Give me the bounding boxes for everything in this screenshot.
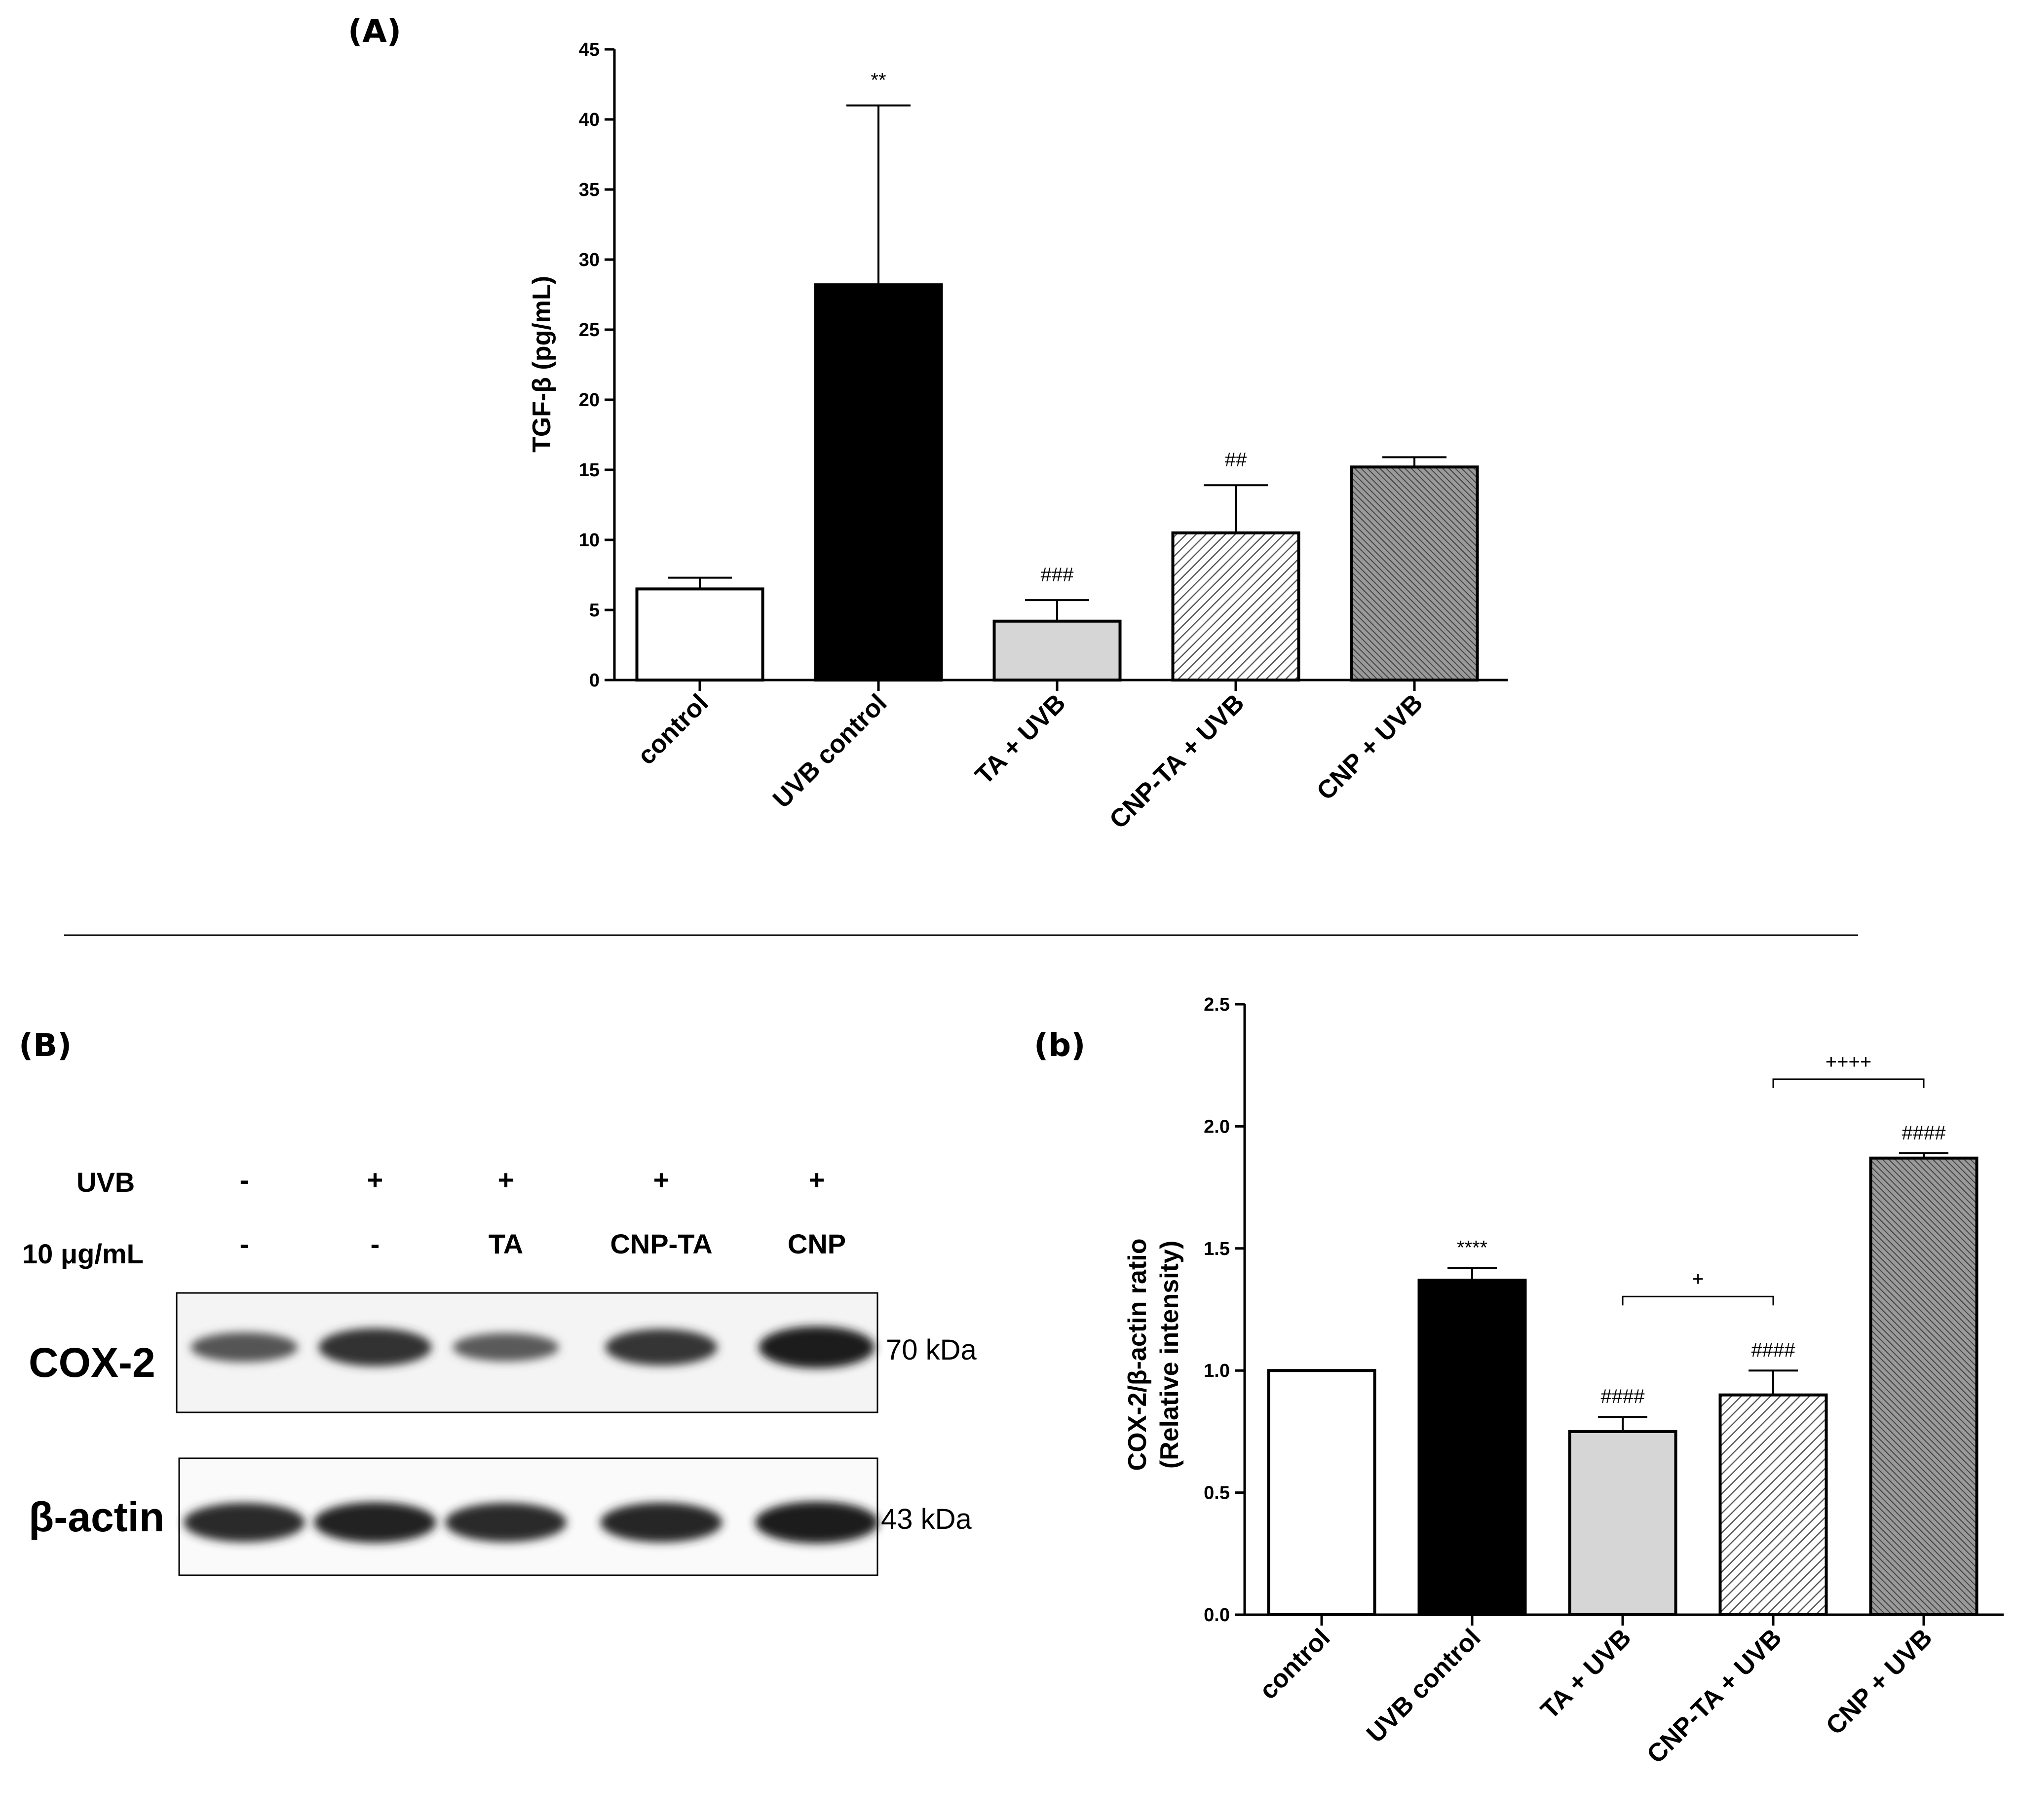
comparison-brackets: +++++ [1622,1051,1925,1306]
y-tick-label: 25 [579,320,600,341]
x-axis-categories: control UVB control TA + UVB CNP-TA + UVB CN… [632,680,1429,834]
cox2-bands [190,1326,875,1368]
y-tick-label: 1.5 [1204,1239,1230,1259]
significance-label: ** [871,70,886,91]
x-category-label: CNP-TA + UVB [1104,688,1250,834]
x-category-label: UVB control [1361,1623,1486,1748]
dose-row-label: 10 μg/mL [22,1238,144,1269]
y-tick-label: 35 [579,180,600,200]
blot-band [184,1503,305,1542]
y-tick-label: 5 [589,600,600,621]
significance-label: **** [1457,1237,1487,1258]
error-bars [1447,1152,1948,1432]
x-category-label: control [1254,1623,1336,1705]
significance-label: ### [1041,564,1074,586]
blot-band [318,1328,432,1366]
dose-lane-value: CNP-TA [610,1228,712,1259]
y-tick-label: 15 [579,460,600,481]
bar-cnp-ta-uvb [1718,1393,1828,1616]
x-category-label: TA + UVB [970,688,1071,790]
x-category-label: CNP + UVB [1311,688,1429,806]
bar-uvb-control [1417,1279,1527,1616]
dose-lane-value: - [240,1228,249,1259]
bracket-label: ++++ [1826,1051,1871,1073]
panel-label-b-blot: (B) [19,1027,72,1064]
blot-band [755,1501,878,1544]
uvb-lane-value: + [498,1164,514,1195]
chart-cox2-ratio: COX-2/β-actin ratio (Relative intensity)… [1123,994,2004,1769]
error-bars [668,104,1446,621]
actin-kda: 43 kDa [881,1503,972,1535]
significance-label: ## [1225,449,1247,471]
dose-lane-value: - [371,1228,380,1259]
y-tick-label: 10 [579,530,600,551]
panel-label-a: (A) [348,13,401,50]
blot-band [445,1503,567,1542]
y-axis-title: TGF-β (pg/mL) [528,276,556,453]
comparison-bracket [1622,1295,1774,1306]
dose-row-values: - - TA CNP-TA CNP [240,1228,846,1259]
y-tick-label: 1.0 [1204,1361,1230,1381]
significance-label: #### [1751,1339,1796,1361]
bars [1267,1156,1979,1617]
bar-cnp-uvb [1869,1156,1979,1617]
blot-band [600,1502,723,1543]
y-tick-label: 0.0 [1204,1605,1230,1626]
bar-control [1267,1369,1376,1616]
x-axis-categories: control UVB control TA + UVB CNP-TA + UVB CN… [1254,1615,1938,1769]
significance-marks: **##### [871,70,1247,586]
western-blot: UVB 10 μg/mL - + + + + - - TA CNP-TA CNP COX-2 β… [22,1164,977,1576]
blot-band [453,1333,559,1362]
significance-label: #### [1902,1122,1946,1144]
dose-lane-value: CNP [788,1228,846,1259]
cox2-kda: 70 kDa [886,1334,977,1366]
uvb-lane-value: - [240,1164,249,1195]
panel-label-b-chart: (b) [1034,1027,1085,1064]
y-tick-label: 30 [579,250,600,270]
bar-ta-uvb [992,619,1122,682]
y-tick-label: 2.0 [1204,1116,1230,1137]
uvb-row-values: - + + + + [240,1164,825,1195]
y-tick-label: 20 [579,390,600,411]
y-axis-ticks: 0 5 10 15 20 25 30 35 40 45 [579,39,614,691]
bars [635,283,1479,682]
cox2-label: COX-2 [29,1339,155,1386]
bar-control [635,587,764,682]
y-tick-label: 0.5 [1204,1483,1230,1504]
blot-band [605,1329,718,1365]
comparison-bracket [1772,1078,1925,1088]
y-axis-title-line2: (Relative intensity) [1155,1241,1184,1469]
bar-cnp-ta-uvb [1171,531,1300,682]
actin-bands [184,1501,878,1544]
bar-uvb-control [814,283,943,682]
y-tick-label: 45 [579,39,600,60]
blot-band [190,1332,298,1363]
x-category-label: CNP-TA + UVB [1641,1623,1787,1769]
y-tick-label: 40 [579,110,600,130]
uvb-row-label: UVB [76,1167,135,1198]
y-axis-title-line1: COX-2/β-actin ratio [1123,1239,1152,1471]
significance-label: #### [1601,1386,1645,1407]
x-category-label: TA + UVB [1535,1623,1636,1724]
bracket-label: + [1692,1268,1704,1290]
bar-ta-uvb [1568,1430,1677,1616]
actin-label: β-actin [29,1494,164,1540]
blot-band [314,1502,436,1543]
blot-band [759,1326,875,1368]
x-category-label: CNP + UVB [1821,1623,1938,1741]
y-tick-label: 0 [589,670,600,691]
x-category-label: UVB control [767,688,892,813]
dose-lane-value: TA [489,1228,524,1259]
y-tick-label: 2.5 [1204,994,1230,1015]
bar-cnp-uvb [1350,465,1479,682]
uvb-lane-value: + [653,1164,670,1195]
uvb-lane-value: + [809,1164,825,1195]
significance-marks: **** #### #### #### [1457,1122,1946,1407]
uvb-lane-value: + [367,1164,383,1195]
x-category-label: control [632,688,714,770]
y-axis-ticks: 0.0 0.5 1.0 1.5 2.0 2.5 [1204,994,1245,1626]
